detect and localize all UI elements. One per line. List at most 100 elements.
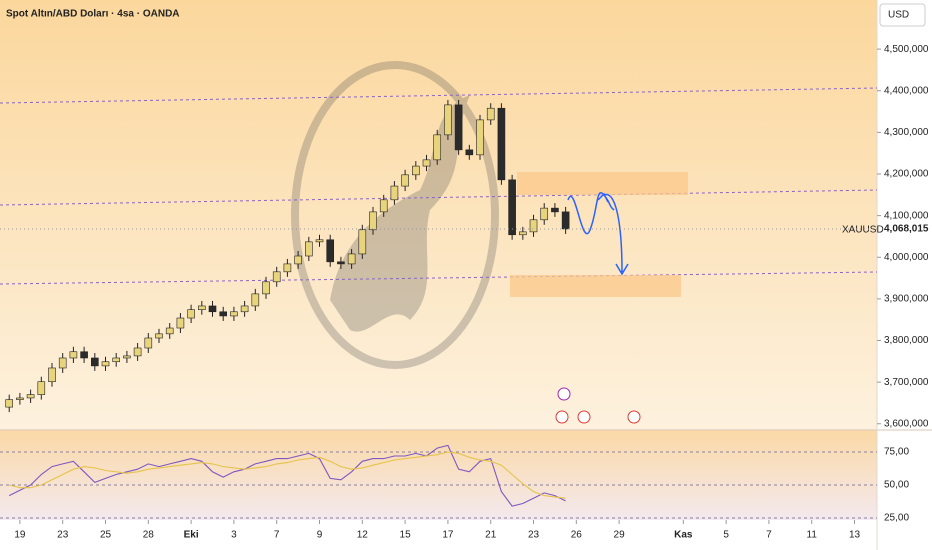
x-tick-label: 3 xyxy=(231,530,237,541)
candle-body xyxy=(230,311,238,317)
x-tick-label: 26 xyxy=(571,530,583,541)
y-tick-label: 3,600,000 xyxy=(884,418,929,429)
candle-body xyxy=(561,211,570,230)
candle-body xyxy=(69,351,78,359)
x-tick-label: 23 xyxy=(57,530,69,541)
candle-body xyxy=(80,351,88,359)
x-tick-label: 9 xyxy=(317,530,323,541)
candle-body xyxy=(58,357,67,369)
candle-body xyxy=(294,255,302,265)
candle-body xyxy=(26,394,35,399)
y-tick-label: 4,000,000 xyxy=(884,252,929,263)
rsi-line xyxy=(9,451,566,499)
candle-body xyxy=(48,367,56,383)
candle-body xyxy=(444,104,452,136)
candle-body xyxy=(123,355,131,359)
y-tick-label: 4,400,000 xyxy=(884,85,929,96)
candle-body xyxy=(208,305,217,313)
candle-body xyxy=(412,165,420,176)
x-tick-label: 17 xyxy=(442,530,454,541)
candle-body xyxy=(379,199,388,213)
candle-body xyxy=(16,397,24,400)
y-tick-label: 4,300,000 xyxy=(884,127,929,138)
candle-body xyxy=(369,211,377,231)
candle-body xyxy=(454,104,463,151)
candle-body xyxy=(112,357,121,363)
x-tick-label: 11 xyxy=(807,530,818,541)
price-axis xyxy=(877,0,932,550)
resistance-zone xyxy=(517,172,688,195)
x-tick-label: Eki xyxy=(184,530,199,541)
event-icons xyxy=(555,387,641,424)
trend-lines xyxy=(0,87,878,285)
candle-body xyxy=(540,207,549,221)
candle-body xyxy=(176,317,185,329)
candle-body xyxy=(358,229,367,255)
candle-body xyxy=(5,399,14,408)
candle-body xyxy=(240,305,249,313)
candle-body xyxy=(262,281,270,295)
candle-body xyxy=(101,361,110,367)
candle-body xyxy=(422,159,431,167)
currency-box[interactable] xyxy=(879,3,926,27)
candle-body xyxy=(529,219,538,233)
candle-body xyxy=(165,327,174,335)
chart-title: Spot Altın/ABD Doları · 4sa · OANDA xyxy=(6,9,180,20)
candle-body xyxy=(337,261,345,265)
candle-body xyxy=(390,185,399,201)
candle-body xyxy=(551,207,559,213)
x-tick-label: 13 xyxy=(849,530,861,541)
y-tick-label: 3,700,000 xyxy=(884,377,929,388)
x-tick-label: 21 xyxy=(485,530,497,541)
x-tick-label: 25 xyxy=(100,530,112,541)
rsi-line xyxy=(8,444,566,507)
candle-body xyxy=(401,174,409,187)
rsi-pane xyxy=(0,430,877,520)
candle-body xyxy=(465,149,474,156)
candle-body xyxy=(486,107,495,121)
x-tick-label: 12 xyxy=(357,530,369,541)
x-tick-label: 28 xyxy=(143,530,155,541)
candle-body xyxy=(155,333,163,339)
y-tick-label: 4,200,000 xyxy=(884,169,929,180)
candle-body xyxy=(497,107,506,181)
candle-body xyxy=(219,311,228,317)
candle-body xyxy=(305,241,313,257)
projection-arrow xyxy=(567,192,629,276)
y-tick-label: 3,800,000 xyxy=(884,335,929,346)
y-tick-label: 3,900,000 xyxy=(884,294,929,305)
candle-body xyxy=(476,119,484,156)
y-tick-label: 75,00 xyxy=(884,447,909,458)
time-axis xyxy=(0,520,877,550)
candle-body xyxy=(91,357,99,367)
x-tick-label: 15 xyxy=(400,530,412,541)
support-zone xyxy=(510,275,681,297)
candle-body xyxy=(433,134,442,161)
x-tick-label: 5 xyxy=(723,530,729,541)
y-tick-label: 4,500,000 xyxy=(884,44,929,55)
x-tick-label: Kas xyxy=(674,530,693,541)
candle-body xyxy=(326,239,335,263)
main-pane xyxy=(0,0,877,430)
candle-body xyxy=(272,271,281,283)
x-tick-label: 7 xyxy=(766,530,772,541)
x-tick-label: 19 xyxy=(14,530,26,541)
candle-body xyxy=(37,381,46,395)
x-tick-label: 29 xyxy=(614,530,626,541)
y-tick-label: 25,00 xyxy=(884,513,909,524)
candle-body xyxy=(283,263,292,273)
candle-body xyxy=(187,309,195,319)
candle-body xyxy=(519,231,527,236)
candle-body xyxy=(198,305,206,310)
x-tick-label: 23 xyxy=(528,530,540,541)
candle-body xyxy=(144,337,153,349)
currency: USD xyxy=(888,10,909,21)
candle-body xyxy=(508,179,516,236)
candle-body xyxy=(133,347,142,357)
last-price-name: XAUUSD xyxy=(842,225,884,236)
last-price-label: 4,068,015 xyxy=(884,224,929,235)
y-tick-label: 50,00 xyxy=(884,480,909,491)
candle-body xyxy=(315,239,324,243)
